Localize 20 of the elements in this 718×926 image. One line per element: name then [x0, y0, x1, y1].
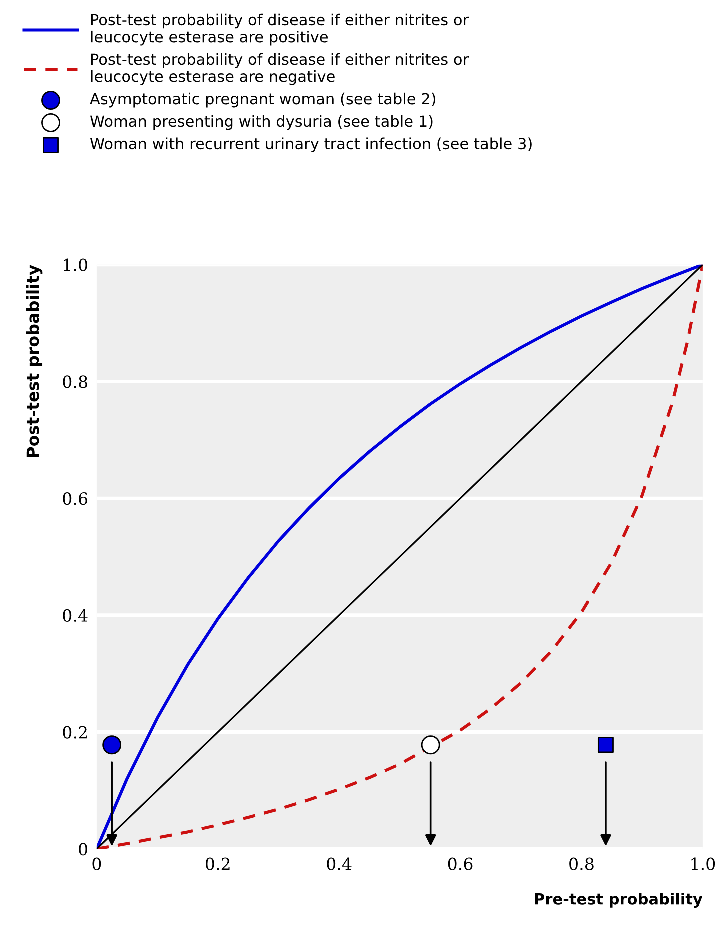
x-tick-label: 1.0: [692, 858, 716, 870]
y-tick-label: 0.2: [63, 726, 87, 739]
y-tick-label: 0.4: [63, 609, 88, 622]
x-axis-title: Pre-test probability: [535, 893, 703, 908]
x-tick-label: 0.8: [570, 858, 594, 870]
x-tick-label: 0.2: [206, 858, 230, 870]
x-tick-label: 0: [92, 858, 102, 870]
legend-label: Post-test probability of disease if either nitrites or leucocyte esterase are negative: [91, 53, 470, 86]
x-tick-label: 0.4: [327, 858, 352, 870]
legend-label: Woman presenting with dysuria (see table 1): [90, 115, 433, 130]
y-tick-label: 0.8: [63, 376, 88, 388]
y-tick-label: 0: [79, 843, 88, 856]
legend-label: Post-test probability of disease if either nitrites or leucocyte esterase are positive: [91, 14, 470, 46]
y-tick-label: 1.0: [64, 258, 88, 272]
y-axis-title: Post-test probability: [26, 265, 43, 458]
x-tick-label: 0.6: [448, 858, 473, 870]
legend-label: Asymptomatic pregnant woman (see table 2): [90, 92, 436, 108]
line-series: [96, 264, 703, 850]
y-tick-label: 0.6: [63, 492, 88, 506]
legend-label: Woman with recurrent urinary tract infection (see table 3): [90, 138, 532, 153]
